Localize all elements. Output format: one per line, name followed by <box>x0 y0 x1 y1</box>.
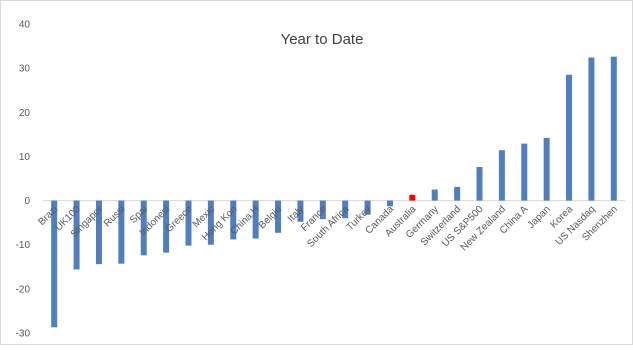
bar <box>297 200 304 222</box>
bar <box>252 200 259 239</box>
y-axis: -30 -20 -10 0 10 20 30 40 <box>16 20 31 340</box>
bar <box>230 200 237 240</box>
bar <box>543 137 550 201</box>
y-tick-label: -30 <box>16 329 31 340</box>
bar <box>566 74 573 201</box>
bar <box>163 200 170 253</box>
bar <box>140 200 147 256</box>
bar <box>454 186 461 201</box>
bar <box>207 200 214 245</box>
y-tick-label: 40 <box>19 20 31 31</box>
bar <box>498 150 505 201</box>
bar <box>521 143 528 201</box>
bar <box>185 200 192 246</box>
bar <box>73 200 80 270</box>
chart-title: Year to Date <box>281 31 364 48</box>
bars-group <box>51 56 617 328</box>
bar <box>51 200 58 328</box>
bar <box>588 57 595 201</box>
bar <box>409 194 416 201</box>
y-tick-label: -20 <box>16 284 31 295</box>
bar <box>95 200 102 265</box>
bar <box>386 200 393 207</box>
bar <box>364 200 371 215</box>
bar <box>275 200 282 233</box>
y-tick-label: 20 <box>19 108 31 119</box>
y-tick-label: 10 <box>19 152 31 163</box>
bar <box>476 167 483 201</box>
bar <box>319 200 326 220</box>
y-tick-label: 0 <box>24 196 30 207</box>
bar <box>118 200 125 264</box>
y-tick-label: -10 <box>16 240 31 251</box>
bar <box>610 56 617 201</box>
bar <box>342 200 349 219</box>
y-tick-label: 30 <box>19 64 31 75</box>
bar <box>431 189 438 201</box>
